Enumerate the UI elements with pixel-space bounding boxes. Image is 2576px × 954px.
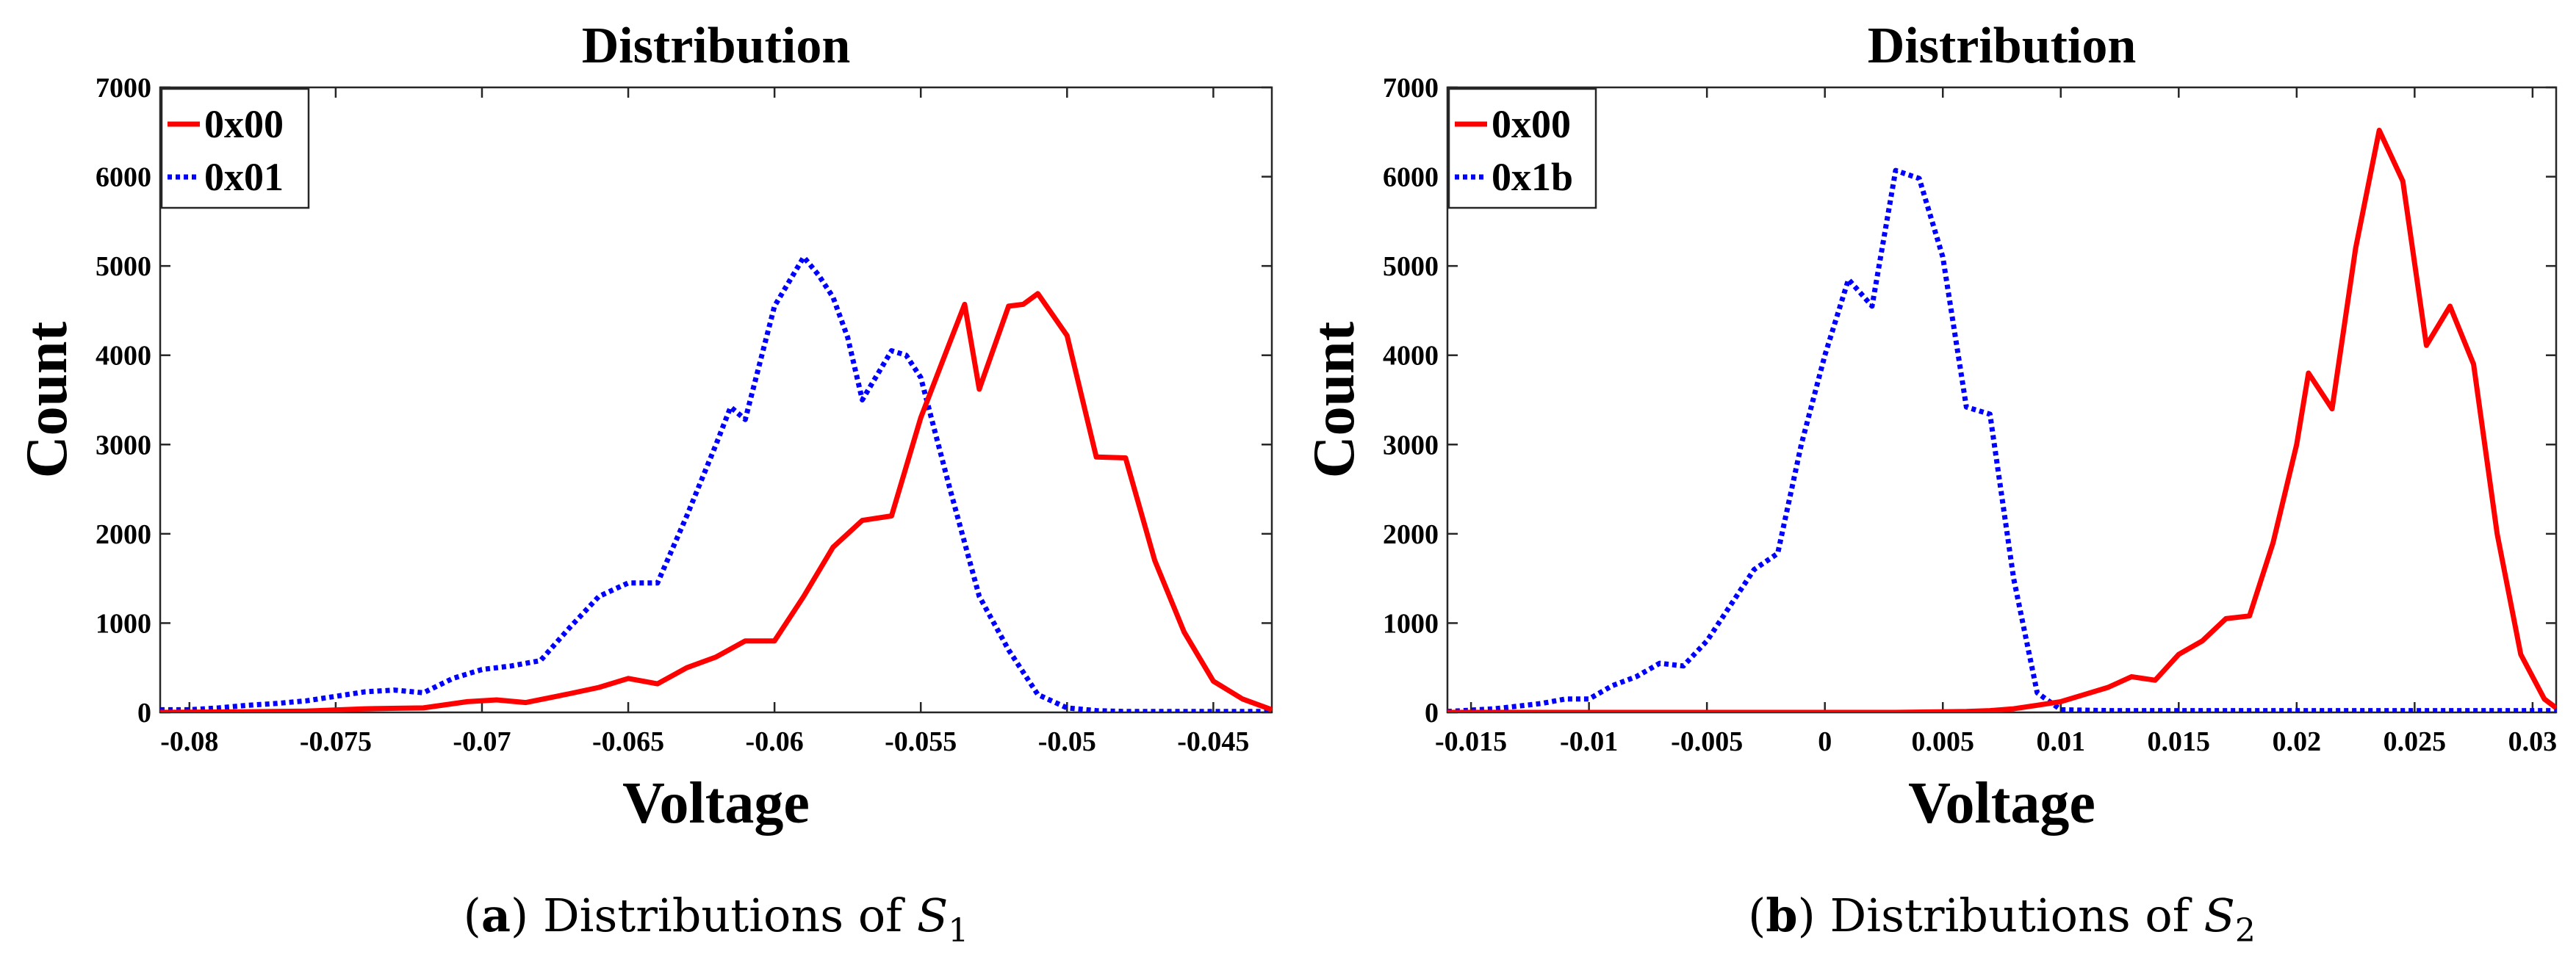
y-tick-label: 1000 bbox=[1383, 608, 1439, 639]
y-axis-label: Count bbox=[1302, 321, 1367, 478]
y-tick-label: 5000 bbox=[96, 251, 151, 282]
y-tick-label: 4000 bbox=[1383, 341, 1439, 372]
y-tick-label: 7000 bbox=[1383, 73, 1439, 104]
x-tick-label: -0.065 bbox=[592, 726, 664, 757]
panel-a: Distribution 0 1000 2000 3000 4000 5000 6000 700… bbox=[15, 18, 1273, 950]
y-axis-label: Count bbox=[15, 321, 79, 478]
y-tick-label: 3000 bbox=[1383, 430, 1439, 460]
x-tick-label: -0.07 bbox=[453, 726, 511, 757]
x-tick-label: 0 bbox=[1818, 726, 1832, 757]
axes-box bbox=[159, 86, 1273, 714]
x-tick-label: 0.02 bbox=[2273, 726, 2322, 757]
x-tick-label: -0.075 bbox=[300, 726, 372, 757]
x-tick-label: 0.015 bbox=[2148, 726, 2211, 757]
caption-letter: b bbox=[1766, 889, 1797, 942]
x-tick-label: 0.005 bbox=[1911, 726, 1974, 757]
legend-box bbox=[1447, 87, 1597, 209]
x-tick-label: -0.055 bbox=[885, 726, 957, 757]
y-tick-label: 0 bbox=[137, 698, 151, 729]
y-tick-label: 6000 bbox=[96, 162, 151, 193]
y-tick-label: 5000 bbox=[1383, 251, 1439, 282]
caption-symbol: S bbox=[917, 889, 948, 942]
series-line-0x00 bbox=[1447, 127, 2556, 712]
x-tick-label: -0.005 bbox=[1671, 726, 1743, 757]
x-tick-label: -0.01 bbox=[1560, 726, 1618, 757]
y-tick-label: 4000 bbox=[96, 341, 151, 372]
x-tick-label: -0.045 bbox=[1177, 726, 1249, 757]
y-tick-label: 7000 bbox=[96, 73, 151, 104]
caption-symbol: S bbox=[2203, 889, 2234, 942]
series-group bbox=[1447, 127, 2556, 712]
series-line-0x01 bbox=[160, 254, 1272, 712]
y-tick-label: 0 bbox=[1425, 698, 1439, 729]
legend-box bbox=[160, 87, 310, 209]
series-line-0x1b bbox=[1447, 167, 2556, 712]
x-axis-label: Voltage bbox=[622, 771, 810, 836]
caption-letter: a bbox=[481, 889, 511, 942]
y-tick-label: 6000 bbox=[1383, 162, 1439, 193]
y-tick-label: 3000 bbox=[96, 430, 151, 460]
x-tick-label: 0.01 bbox=[2037, 726, 2086, 757]
x-tick-label: 0.025 bbox=[2383, 726, 2447, 757]
series-line-0x00 bbox=[160, 291, 1272, 712]
series-group bbox=[160, 254, 1272, 712]
panel-b: Distribution 0 1000 2000 3000 4000 5000 6000 700… bbox=[1302, 18, 2558, 950]
legend-label: 0x1b bbox=[1492, 155, 1573, 199]
caption-subscript: 2 bbox=[2235, 912, 2256, 950]
x-tick-label: -0.015 bbox=[1435, 726, 1507, 757]
x-tick-label: -0.06 bbox=[746, 726, 804, 757]
axes-box bbox=[1446, 86, 2558, 714]
y-tick-label: 1000 bbox=[96, 608, 151, 639]
caption: (a) Distributions of S1 bbox=[464, 889, 969, 950]
x-axis-label: Voltage bbox=[1908, 771, 2095, 836]
caption-text: Distributions of bbox=[543, 889, 905, 942]
x-tick-label: -0.08 bbox=[160, 726, 218, 757]
caption-text: Distributions of bbox=[1830, 889, 2192, 942]
legend-label: 0x01 bbox=[204, 155, 284, 199]
caption-subscript: 1 bbox=[948, 912, 968, 950]
y-tick-label: 2000 bbox=[96, 519, 151, 550]
legend-label: 0x00 bbox=[1492, 102, 1571, 146]
y-tick-label: 2000 bbox=[1383, 519, 1439, 550]
chart-title: Distribution bbox=[1868, 18, 2137, 74]
caption: (b) Distributions of S2 bbox=[1748, 889, 2256, 950]
x-tick-label: 0.03 bbox=[2508, 726, 2558, 757]
legend-label: 0x00 bbox=[204, 102, 284, 146]
chart-title: Distribution bbox=[582, 18, 851, 74]
x-tick-label: -0.05 bbox=[1038, 726, 1096, 757]
